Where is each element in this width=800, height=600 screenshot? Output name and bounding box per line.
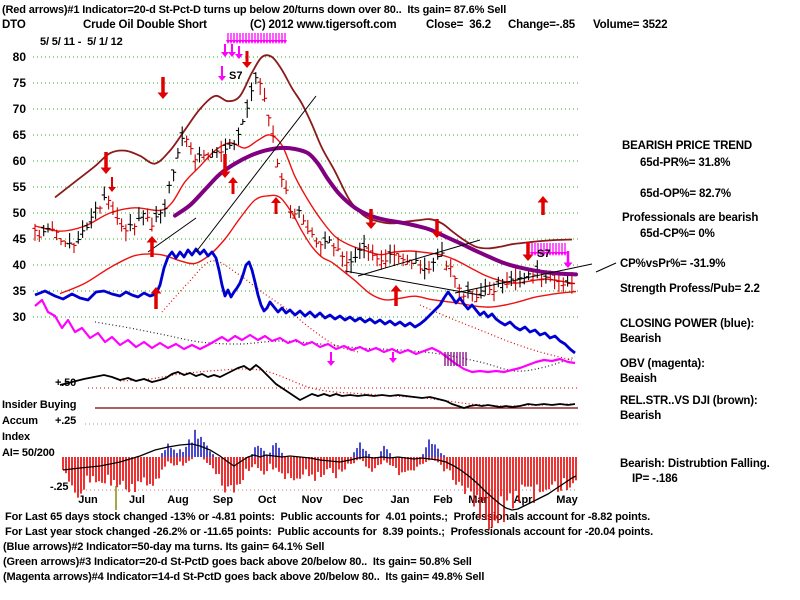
svg-text:65: 65 [13,128,27,142]
volume-value: Volume= 3522 [593,19,668,31]
price-trend-status: BEARISH PRICE TREND [622,140,753,152]
level-plus25-label: +.25 [55,415,77,427]
closing-power-label: CLOSING POWER (blue): [620,318,755,330]
ticker-symbol: DTO [2,19,26,31]
stat-year-line: For Last year stock changed -26.2% or -1… [5,526,654,538]
svg-text:Feb: Feb [433,494,453,506]
close-value: Close= 36.2 [426,19,492,31]
svg-text:S7: S7 [537,248,550,260]
insider-buying-label: Insider Buying [2,399,77,411]
copyright: (C) 2012 www.tigersoft.com [250,19,397,31]
ip-value: IP= -.186 [632,473,678,485]
svg-text:Jul: Jul [129,494,145,506]
strength-ratio-value: Strength Profess/Pub= 2.2 [620,283,760,295]
svg-text:75: 75 [13,76,27,90]
svg-text:Oct: Oct [258,494,277,506]
svg-text:80: 80 [13,50,27,64]
accum-label: Accum [2,415,38,427]
svg-text:Mar: Mar [468,494,488,506]
svg-text:Jun: Jun [78,494,98,506]
svg-text:45: 45 [13,232,27,246]
index-label: Index [2,431,30,443]
stat-65d-line: For Last 65 days stock changed -13% or -… [5,511,651,523]
svg-text:40: 40 [13,258,27,272]
obv-status: Beaish [620,373,657,385]
svg-text:70: 70 [13,102,27,116]
svg-text:Apr: Apr [514,494,534,506]
level-minus25-label: -.25 [50,481,69,493]
op-pct-value: 65d-OP%= 82.7% [640,188,731,200]
change-value: Change=-.85 [508,19,576,31]
svg-text:May: May [556,494,578,506]
svg-text:Aug: Aug [167,494,188,506]
indicator2-line: (Blue arrows)#2 Indicator=50-day ma turn… [3,541,325,553]
svg-text:Sep: Sep [213,494,233,506]
indicator1-line: (Red arrows)#1 Indicator=20-d St-Pct-D t… [2,4,507,16]
distribution-note: Bearish: Distrubtion Falling. [620,458,770,470]
indicator4-line: (Magenta arrows)#4 Indicator=14-d St-Pct… [3,571,485,583]
obv-label: OBV (magenta): [620,358,705,370]
indicator3-line: (Green arrows)#3 Indicator=20-d St-PctD … [3,556,472,568]
svg-text:60: 60 [13,154,27,168]
date-range: 5/ 5/ 11 - 5/ 1/ 12 [40,36,123,48]
relstr-label: REL.STR..VS DJI (brown): [620,395,758,407]
svg-text:Jan: Jan [391,494,410,506]
svg-text:55: 55 [13,180,27,194]
svg-text:50: 50 [13,206,27,220]
professionals-note: Professionals are bearish [622,212,759,224]
ai-ratio-label: AI= 50/200 [2,447,55,459]
level-plus50-label: +.50 [55,377,77,389]
svg-text:S7: S7 [229,70,242,82]
relstr-status: Bearish [620,410,662,422]
svg-text:Dec: Dec [343,494,363,506]
security-name: Crude Oil Double Short [83,19,207,31]
cp-pct-value: 65d-CP%= 0% [640,228,715,240]
svg-text:35: 35 [13,284,27,298]
cp-vs-pr-value: CP%vsPr%= -31.9% [620,258,726,270]
pr-pct-value: 65d-PR%= 31.8% [640,157,731,169]
svg-text:30: 30 [13,310,27,324]
closing-power-status: Bearish [620,333,662,345]
svg-text:Nov: Nov [302,494,324,506]
